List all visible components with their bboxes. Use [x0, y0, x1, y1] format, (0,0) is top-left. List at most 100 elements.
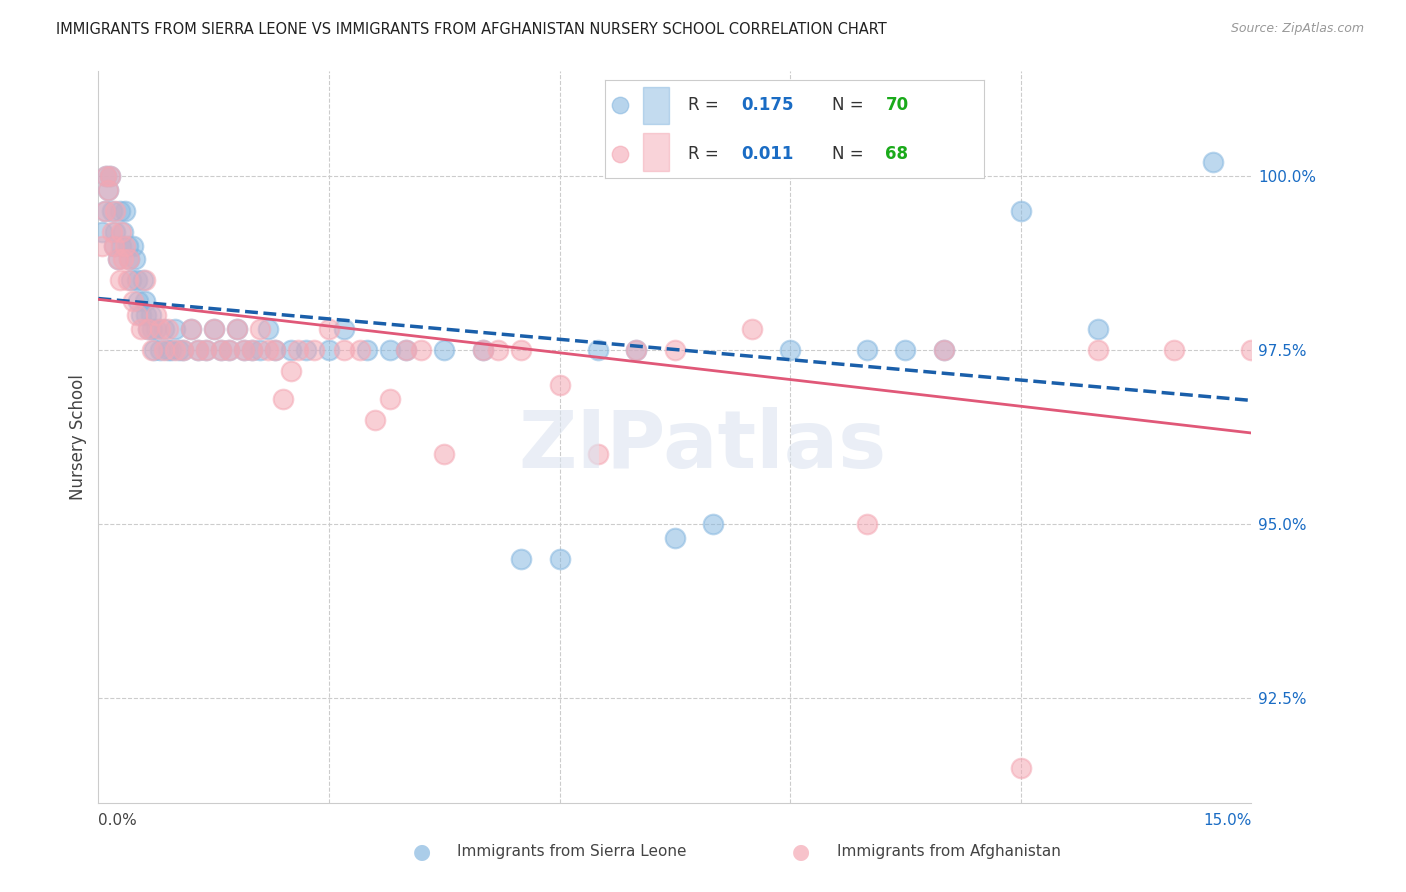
Text: 0.0%: 0.0%: [98, 814, 138, 829]
Point: [141, 322, 163, 336]
Point: [856, 517, 879, 532]
Point: [664, 531, 686, 545]
Point: [233, 343, 256, 357]
Point: [256, 343, 278, 357]
Point: [380, 343, 402, 357]
Text: ●: ●: [793, 842, 810, 862]
Point: [156, 322, 179, 336]
Point: [333, 343, 356, 357]
Point: [195, 343, 218, 357]
Point: [134, 273, 156, 287]
Point: [609, 97, 631, 112]
Point: [101, 225, 124, 239]
Point: [104, 203, 127, 218]
Point: [117, 273, 139, 287]
Point: [132, 273, 155, 287]
Point: [256, 322, 278, 336]
Point: [97, 183, 120, 197]
Point: [104, 225, 127, 239]
Point: [114, 203, 136, 218]
Point: [91, 225, 114, 239]
Point: [172, 343, 194, 357]
Point: [264, 343, 287, 357]
Point: [471, 343, 494, 357]
Point: [1087, 343, 1109, 357]
Point: [1010, 761, 1032, 775]
Point: [152, 322, 174, 336]
Point: [817, 155, 839, 169]
Point: [149, 343, 172, 357]
Text: ●: ●: [413, 842, 430, 862]
Point: [548, 552, 571, 566]
Bar: [643, 133, 669, 170]
Point: [127, 294, 149, 309]
Point: [156, 343, 179, 357]
Point: [209, 343, 232, 357]
Point: [110, 238, 132, 252]
Text: Immigrants from Afghanistan: Immigrants from Afghanistan: [837, 845, 1060, 859]
Point: [111, 225, 134, 239]
Point: [101, 203, 124, 218]
Point: [180, 322, 202, 336]
Point: [1256, 343, 1278, 357]
Point: [165, 343, 187, 357]
Point: [510, 343, 533, 357]
Text: R =: R =: [688, 95, 724, 114]
Point: [894, 343, 917, 357]
Point: [94, 169, 117, 183]
Point: [125, 308, 148, 322]
Point: [98, 169, 121, 183]
Point: [97, 183, 120, 197]
Text: 0.175: 0.175: [741, 95, 794, 114]
Point: [356, 343, 378, 357]
Point: [249, 322, 271, 336]
Text: N =: N =: [832, 95, 869, 114]
Point: [302, 343, 325, 357]
Point: [349, 343, 371, 357]
Point: [125, 273, 148, 287]
Point: [103, 238, 125, 252]
Point: [1087, 322, 1109, 336]
Text: 70: 70: [886, 95, 908, 114]
Point: [202, 322, 225, 336]
Point: [626, 343, 648, 357]
Point: [122, 238, 145, 252]
Point: [433, 448, 456, 462]
Point: [586, 343, 609, 357]
Point: [287, 343, 309, 357]
Point: [280, 364, 302, 378]
Point: [280, 343, 302, 357]
Text: IMMIGRANTS FROM SIERRA LEONE VS IMMIGRANTS FROM AFGHANISTAN NURSERY SCHOOL CORRE: IMMIGRANTS FROM SIERRA LEONE VS IMMIGRAN…: [56, 22, 887, 37]
Text: R =: R =: [688, 145, 724, 163]
Point: [1278, 343, 1301, 357]
Point: [149, 322, 172, 336]
Point: [333, 322, 356, 336]
Point: [249, 343, 271, 357]
Text: 0.011: 0.011: [741, 145, 793, 163]
Point: [856, 343, 879, 357]
Point: [145, 308, 167, 322]
Point: [93, 203, 115, 218]
Point: [202, 322, 225, 336]
Point: [172, 343, 194, 357]
Point: [129, 322, 152, 336]
Bar: [643, 87, 669, 124]
Point: [165, 322, 187, 336]
Point: [240, 343, 263, 357]
Point: [433, 343, 456, 357]
Point: [152, 343, 174, 357]
Point: [364, 412, 387, 426]
Point: [108, 273, 131, 287]
Point: [1202, 155, 1225, 169]
Point: [318, 322, 340, 336]
Point: [380, 392, 402, 406]
Point: [609, 146, 631, 161]
Point: [218, 343, 240, 357]
Point: [120, 273, 142, 287]
Point: [586, 448, 609, 462]
Point: [1240, 343, 1263, 357]
Point: [124, 252, 146, 267]
Point: [471, 343, 494, 357]
Point: [318, 343, 340, 357]
Text: ZIPatlas: ZIPatlas: [519, 407, 887, 485]
